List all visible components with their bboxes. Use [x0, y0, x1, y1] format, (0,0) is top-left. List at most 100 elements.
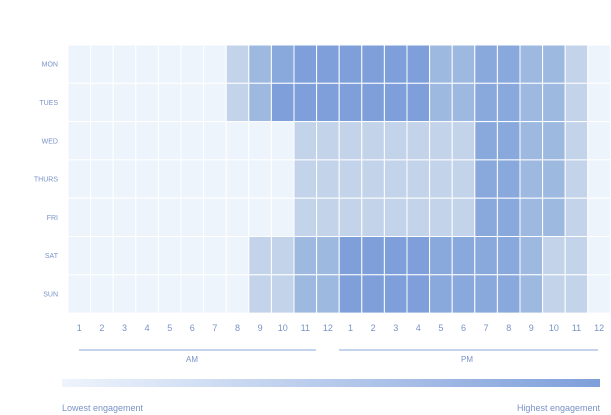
heatmap-cell-thurs-18 [451, 159, 476, 199]
heatmap-cell-thurs-15 [383, 159, 408, 199]
heatmap-cell-thurs-16 [406, 159, 431, 199]
heatmap-cell-mon-22 [542, 44, 566, 84]
am-label: AM [186, 355, 198, 364]
heatmap-cell-wed-15 [383, 121, 408, 161]
heatmap-cell-tues-7 [203, 82, 227, 123]
heatmap-cell-mon-2 [90, 44, 114, 84]
heatmap-cell-sun-1 [67, 274, 92, 314]
heatmap-cell-sun-6 [180, 274, 205, 314]
heatmap-cell-tues-1 [67, 82, 92, 123]
heatmap-cell-mon-10 [270, 44, 295, 84]
heatmap-cell-sun-14 [361, 274, 385, 314]
heatmap-cell-wed-20 [496, 121, 521, 161]
heatmap-cell-tues-10 [270, 82, 295, 123]
heatmap-cell-sun-12 [316, 274, 340, 314]
heatmap-cell-fri-8 [225, 197, 250, 237]
heatmap-cell-thurs-24 [587, 159, 611, 199]
heatmap-cell-thurs-14 [361, 159, 385, 199]
heatmap-cell-thurs-13 [338, 159, 363, 199]
heatmap-cell-mon-1 [67, 44, 92, 84]
row-label-sun: SUN [43, 291, 58, 298]
heatmap-cell-thurs-6 [180, 159, 205, 199]
heatmap-cell-sun-22 [542, 274, 566, 314]
heatmap-cell-wed-19 [474, 121, 498, 161]
heatmap-cell-sun-9 [248, 274, 272, 314]
heatmap-cell-sat-3 [112, 236, 137, 276]
heatmap-cell-sun-15 [383, 274, 408, 314]
heatmap-cell-mon-11 [293, 44, 318, 84]
heatmap-cell-wed-2 [90, 121, 114, 161]
heatmap-cell-thurs-11 [293, 159, 318, 199]
heatmap-cell-fri-2 [90, 197, 114, 237]
heatmap-cell-tues-3 [112, 82, 137, 123]
heatmap-cell-sat-18 [451, 236, 476, 276]
heatmap-cell-tues-23 [564, 82, 589, 123]
column-label-pm-4: 4 [416, 323, 421, 333]
heatmap-cell-sat-22 [542, 236, 566, 276]
heatmap-cell-sun-18 [451, 274, 476, 314]
heatmap-cell-thurs-22 [542, 159, 566, 199]
heatmap-cell-tues-8 [225, 82, 250, 123]
heatmap-cell-tues-11 [293, 82, 318, 123]
heatmap-cell-sat-2 [90, 236, 114, 276]
heatmap-cell-thurs-17 [429, 159, 453, 199]
heatmap-cell-tues-17 [429, 82, 453, 123]
heatmap-cell-tues-22 [542, 82, 566, 123]
heatmap-cell-mon-18 [451, 44, 476, 84]
heatmap-cell-tues-19 [474, 82, 498, 123]
heatmap-cell-wed-21 [519, 121, 544, 161]
scale-low-label: Lowest engagement [62, 403, 144, 413]
column-label-pm-11: 11 [572, 323, 581, 333]
heatmap-cell-mon-20 [496, 44, 521, 84]
heatmap-cell-fri-24 [587, 197, 611, 237]
row-labels: MON TUES WED THURS FRI SAT SUN [34, 62, 59, 299]
column-label-pm-8: 8 [506, 323, 511, 333]
heatmap-cell-tues-13 [338, 82, 363, 123]
heatmap-cell-fri-7 [203, 197, 227, 237]
heatmap-cell-fri-10 [270, 197, 295, 237]
heatmap-cell-mon-6 [180, 44, 205, 84]
heatmap-cell-thurs-10 [270, 159, 295, 199]
heatmap-cell-wed-11 [293, 121, 318, 161]
heatmap-cell-wed-13 [338, 121, 363, 161]
heatmap-cell-wed-7 [203, 121, 227, 161]
heatmap-cell-fri-9 [248, 197, 272, 237]
heatmap-cell-tues-15 [383, 82, 408, 123]
column-label-am-7: 7 [212, 323, 217, 333]
column-label-pm-6: 6 [461, 323, 466, 333]
heatmap-cell-mon-23 [564, 44, 589, 84]
heatmap-cell-sat-10 [270, 236, 295, 276]
heatmap-cell-wed-1 [67, 121, 92, 161]
heatmap-cell-mon-5 [157, 44, 182, 84]
heatmap-cell-thurs-2 [90, 159, 114, 199]
heatmap-cell-tues-14 [361, 82, 385, 123]
heatmap-cell-mon-21 [519, 44, 544, 84]
heatmap-cell-wed-9 [248, 121, 272, 161]
column-label-am-6: 6 [190, 323, 195, 333]
column-label-pm-9: 9 [529, 323, 534, 333]
column-label-pm-5: 5 [438, 323, 443, 333]
heatmap-cell-wed-14 [361, 121, 385, 161]
row-label-thurs: THURS [34, 177, 58, 184]
heatmap-cell-tues-9 [248, 82, 272, 123]
column-label-am-5: 5 [167, 323, 172, 333]
heatmap-cell-wed-10 [270, 121, 295, 161]
heatmap-cell-sun-10 [270, 274, 295, 314]
heatmap-cell-mon-14 [361, 44, 385, 84]
heatmap-cell-fri-1 [67, 197, 92, 237]
heatmap-cell-sun-19 [474, 274, 498, 314]
heatmap-cell-wed-17 [429, 121, 453, 161]
heatmap-cell-fri-13 [338, 197, 363, 237]
column-label-pm-3: 3 [393, 323, 398, 333]
column-label-pm-10: 10 [549, 323, 559, 333]
heatmap-cell-fri-22 [542, 197, 566, 237]
heatmap-cell-sat-4 [135, 236, 159, 276]
heatmap-cell-thurs-8 [225, 159, 250, 199]
heatmap-cell-sat-9 [248, 236, 272, 276]
column-label-pm-7: 7 [484, 323, 489, 333]
heatmap-cell-fri-20 [496, 197, 521, 237]
heatmap-cell-sat-21 [519, 236, 544, 276]
heatmap-cell-fri-17 [429, 197, 453, 237]
heatmap-cell-tues-18 [451, 82, 476, 123]
